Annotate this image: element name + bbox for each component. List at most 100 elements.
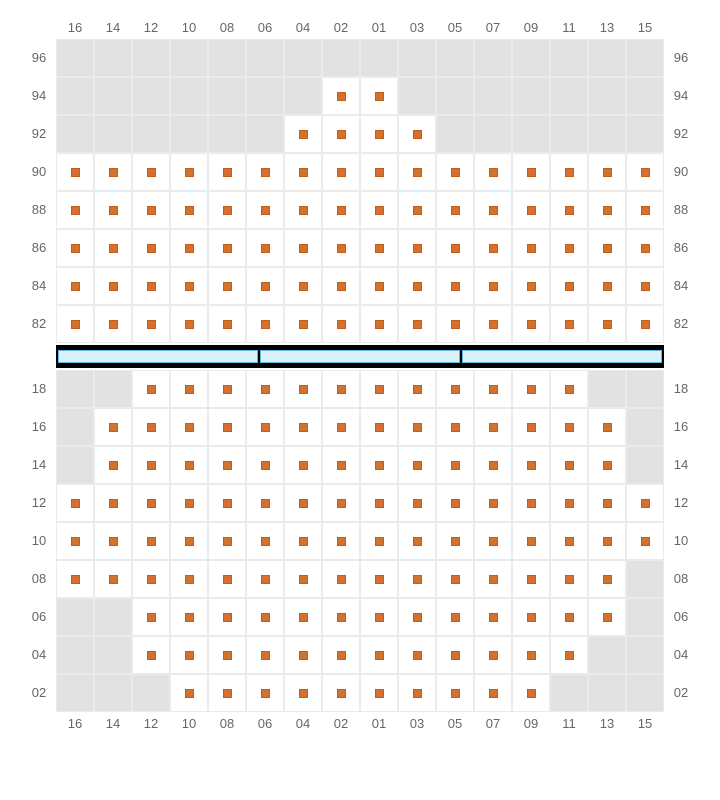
seat-cell[interactable] <box>322 408 360 446</box>
seat-cell[interactable] <box>360 77 398 115</box>
seat-cell[interactable] <box>436 191 474 229</box>
seat-cell[interactable] <box>588 153 626 191</box>
seat-cell[interactable] <box>246 560 284 598</box>
seat-cell[interactable] <box>360 305 398 343</box>
seat-cell[interactable] <box>246 191 284 229</box>
seat-cell[interactable] <box>626 191 664 229</box>
seat-cell[interactable] <box>550 598 588 636</box>
seat-cell[interactable] <box>512 674 550 712</box>
seat-cell[interactable] <box>246 598 284 636</box>
seat-cell[interactable] <box>56 305 94 343</box>
seat-cell[interactable] <box>132 598 170 636</box>
seat-cell[interactable] <box>208 560 246 598</box>
seat-cell[interactable] <box>132 191 170 229</box>
seat-cell[interactable] <box>550 229 588 267</box>
seat-cell[interactable] <box>436 267 474 305</box>
seat-cell[interactable] <box>360 408 398 446</box>
seat-cell[interactable] <box>588 484 626 522</box>
seat-cell[interactable] <box>208 229 246 267</box>
seat-cell[interactable] <box>398 267 436 305</box>
seat-cell[interactable] <box>322 560 360 598</box>
seat-cell[interactable] <box>550 267 588 305</box>
seat-cell[interactable] <box>436 522 474 560</box>
seat-cell[interactable] <box>550 636 588 674</box>
seat-cell[interactable] <box>512 446 550 484</box>
seat-cell[interactable] <box>360 229 398 267</box>
seat-cell[interactable] <box>512 598 550 636</box>
seat-cell[interactable] <box>246 636 284 674</box>
seat-cell[interactable] <box>436 153 474 191</box>
seat-cell[interactable] <box>208 636 246 674</box>
seat-cell[interactable] <box>322 267 360 305</box>
seat-cell[interactable] <box>208 674 246 712</box>
seat-cell[interactable] <box>246 153 284 191</box>
seat-cell[interactable] <box>436 674 474 712</box>
seat-cell[interactable] <box>550 484 588 522</box>
seat-cell[interactable] <box>246 674 284 712</box>
seat-cell[interactable] <box>322 636 360 674</box>
seat-cell[interactable] <box>512 267 550 305</box>
seat-cell[interactable] <box>208 446 246 484</box>
seat-cell[interactable] <box>132 408 170 446</box>
seat-cell[interactable] <box>436 636 474 674</box>
seat-cell[interactable] <box>284 267 322 305</box>
seat-cell[interactable] <box>398 484 436 522</box>
seat-cell[interactable] <box>208 598 246 636</box>
seat-cell[interactable] <box>474 153 512 191</box>
seat-cell[interactable] <box>398 522 436 560</box>
seat-cell[interactable] <box>550 153 588 191</box>
seat-cell[interactable] <box>474 229 512 267</box>
seat-cell[interactable] <box>94 408 132 446</box>
seat-cell[interactable] <box>360 598 398 636</box>
seat-cell[interactable] <box>512 636 550 674</box>
seat-cell[interactable] <box>94 522 132 560</box>
seat-cell[interactable] <box>284 484 322 522</box>
seat-cell[interactable] <box>474 305 512 343</box>
seat-cell[interactable] <box>550 191 588 229</box>
seat-cell[interactable] <box>398 446 436 484</box>
seat-cell[interactable] <box>208 305 246 343</box>
seat-cell[interactable] <box>550 522 588 560</box>
seat-cell[interactable] <box>132 229 170 267</box>
seat-cell[interactable] <box>436 446 474 484</box>
seat-cell[interactable] <box>626 484 664 522</box>
seat-cell[interactable] <box>322 153 360 191</box>
seat-cell[interactable] <box>626 305 664 343</box>
seat-cell[interactable] <box>170 191 208 229</box>
seat-cell[interactable] <box>398 408 436 446</box>
seat-cell[interactable] <box>170 370 208 408</box>
seat-cell[interactable] <box>398 305 436 343</box>
seat-cell[interactable] <box>398 370 436 408</box>
seat-cell[interactable] <box>474 446 512 484</box>
seat-cell[interactable] <box>284 598 322 636</box>
seat-cell[interactable] <box>56 484 94 522</box>
seat-cell[interactable] <box>246 484 284 522</box>
seat-cell[interactable] <box>132 560 170 598</box>
seat-cell[interactable] <box>322 484 360 522</box>
seat-cell[interactable] <box>246 267 284 305</box>
seat-cell[interactable] <box>322 598 360 636</box>
seat-cell[interactable] <box>588 229 626 267</box>
seat-cell[interactable] <box>474 408 512 446</box>
seat-cell[interactable] <box>550 446 588 484</box>
seat-cell[interactable] <box>246 229 284 267</box>
seat-cell[interactable] <box>322 522 360 560</box>
seat-cell[interactable] <box>56 191 94 229</box>
seat-cell[interactable] <box>208 408 246 446</box>
seat-cell[interactable] <box>398 560 436 598</box>
seat-cell[interactable] <box>284 560 322 598</box>
seat-cell[interactable] <box>170 305 208 343</box>
seat-cell[interactable] <box>588 446 626 484</box>
seat-cell[interactable] <box>360 446 398 484</box>
seat-cell[interactable] <box>512 191 550 229</box>
seat-cell[interactable] <box>284 305 322 343</box>
seat-cell[interactable] <box>208 522 246 560</box>
seat-cell[interactable] <box>360 153 398 191</box>
seat-cell[interactable] <box>550 370 588 408</box>
seat-cell[interactable] <box>626 153 664 191</box>
seat-cell[interactable] <box>132 370 170 408</box>
seat-cell[interactable] <box>360 267 398 305</box>
seat-cell[interactable] <box>94 484 132 522</box>
seat-cell[interactable] <box>550 305 588 343</box>
seat-cell[interactable] <box>284 370 322 408</box>
